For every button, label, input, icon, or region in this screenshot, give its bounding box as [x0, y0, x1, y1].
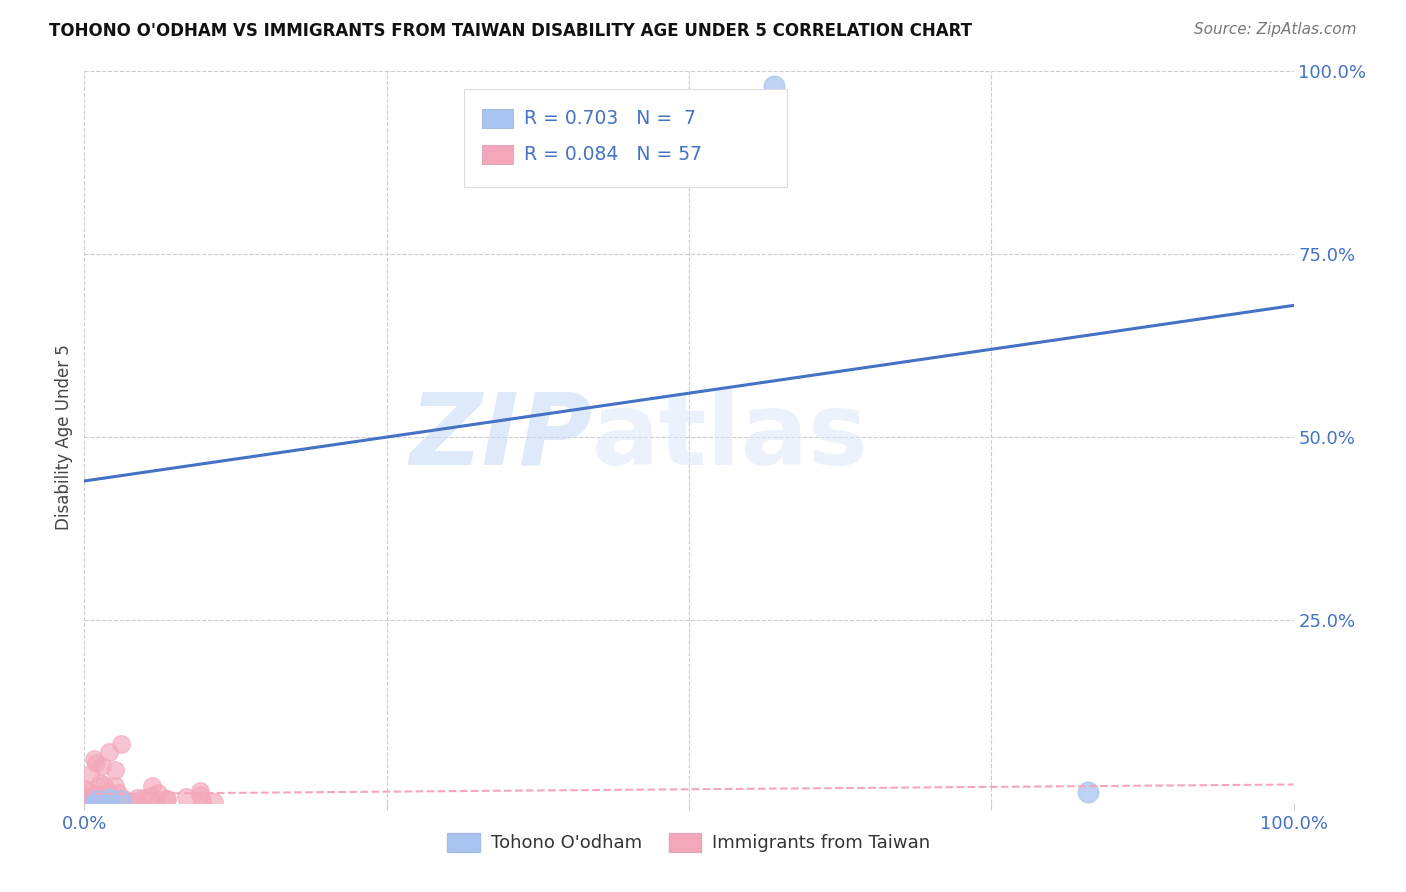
Text: R = 0.703   N =  7: R = 0.703 N = 7: [524, 109, 696, 128]
Point: [79, 796, 101, 810]
Point: [75, 792, 97, 806]
Point: [97, 795, 120, 809]
Text: Source: ZipAtlas.com: Source: ZipAtlas.com: [1194, 22, 1357, 37]
Point: [107, 786, 129, 800]
Point: [97, 745, 120, 759]
Text: R = 0.084   N = 57: R = 0.084 N = 57: [524, 145, 703, 164]
Point: [191, 794, 214, 808]
Point: [103, 779, 125, 793]
Point: [188, 783, 211, 797]
Point: [83, 789, 105, 804]
Point: [97, 792, 120, 806]
Point: [93, 778, 115, 792]
Point: [79, 795, 101, 809]
Point: [80, 792, 103, 806]
Point: [86, 789, 108, 803]
Point: [75, 791, 97, 805]
Point: [80, 795, 103, 809]
Point: [76, 794, 98, 808]
Point: [138, 789, 160, 803]
Point: [125, 790, 148, 805]
Point: [87, 795, 110, 809]
Point: [82, 793, 104, 807]
Legend: Tohono O'odham, Immigrants from Taiwan: Tohono O'odham, Immigrants from Taiwan: [440, 826, 938, 860]
Point: [75, 781, 97, 796]
Point: [110, 794, 132, 808]
Point: [79, 785, 101, 799]
Point: [73, 789, 96, 803]
Point: [86, 796, 108, 810]
Point: [86, 789, 108, 804]
Point: [101, 793, 124, 807]
Point: [110, 737, 132, 751]
Point: [98, 792, 121, 806]
Point: [91, 793, 114, 807]
Y-axis label: Disability Age Under 5: Disability Age Under 5: [55, 344, 73, 530]
Point: [87, 792, 110, 806]
Point: [89, 788, 111, 802]
Point: [89, 776, 111, 790]
Point: [83, 752, 105, 766]
Point: [83, 794, 105, 808]
Point: [89, 793, 111, 807]
Point: [145, 796, 167, 810]
Point: [104, 763, 127, 777]
Point: [87, 792, 110, 806]
Point: [105, 793, 128, 807]
Point: [156, 792, 179, 806]
Point: [97, 785, 120, 799]
Point: [86, 756, 108, 770]
Point: [105, 795, 128, 809]
Point: [112, 792, 135, 806]
Point: [141, 780, 163, 794]
Point: [188, 789, 211, 803]
Point: [1077, 785, 1099, 799]
Point: [174, 789, 197, 804]
Point: [83, 788, 105, 802]
Point: [204, 795, 226, 809]
Text: ZIP: ZIP: [409, 389, 592, 485]
Point: [90, 794, 112, 808]
Point: [91, 759, 114, 773]
Point: [90, 789, 112, 803]
Point: [146, 787, 169, 801]
Point: [86, 794, 108, 808]
Text: atlas: atlas: [592, 389, 869, 485]
Point: [80, 794, 103, 808]
Point: [108, 792, 131, 806]
Point: [155, 792, 177, 806]
Point: [125, 796, 148, 810]
Point: [762, 78, 785, 93]
Point: [79, 766, 101, 780]
Point: [131, 791, 153, 805]
Text: TOHONO O'ODHAM VS IMMIGRANTS FROM TAIWAN DISABILITY AGE UNDER 5 CORRELATION CHAR: TOHONO O'ODHAM VS IMMIGRANTS FROM TAIWAN…: [49, 22, 972, 40]
